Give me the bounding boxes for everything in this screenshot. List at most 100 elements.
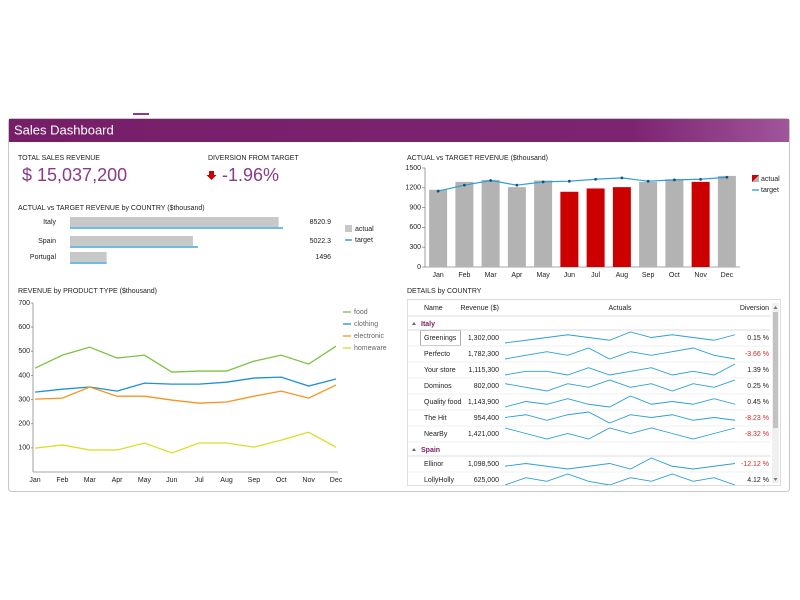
value-label: 8520.9 <box>310 219 332 226</box>
legend-label: actual <box>761 176 780 183</box>
column-header: Actuals <box>609 305 632 312</box>
cell-revenue: 1,098,500 <box>468 461 499 468</box>
header-bar <box>9 119 789 142</box>
bar <box>534 180 553 267</box>
sparkline <box>504 427 736 440</box>
y-tick-label: 200 <box>18 421 30 428</box>
category-label: Portugal <box>30 254 57 261</box>
legend-label: homeware <box>354 345 387 352</box>
kpi-label: TOTAL SALES REVENUE <box>18 155 100 162</box>
x-tick-label: Feb <box>56 477 68 484</box>
x-tick-label: May <box>138 477 152 484</box>
target-point <box>725 175 729 179</box>
series-line <box>34 376 337 393</box>
cell-diversion: -8.23 % <box>745 415 769 422</box>
category-label: Italy <box>43 219 56 226</box>
legend-label: clothing <box>354 321 378 328</box>
bar <box>717 175 736 267</box>
table-body: Italy Greenings 1,302,000 0.15 % Perfecto 1,7… <box>408 321 770 485</box>
sparkline <box>504 379 736 392</box>
chart-title: ACTUAL vs TARGET REVENUE by COUNTRY ($th… <box>18 205 205 212</box>
y-tick-label: 900 <box>409 204 421 211</box>
sparkline <box>504 411 736 424</box>
bar <box>70 217 279 227</box>
x-tick-label: Jul <box>591 272 600 279</box>
y-tick-label: 300 <box>409 244 421 251</box>
y-tick-label: 700 <box>18 300 30 307</box>
cell-diversion: 0.25 % <box>747 383 769 390</box>
bar <box>507 187 526 267</box>
legend-swatch <box>752 175 759 182</box>
cell-diversion: 4.12 % <box>747 477 769 484</box>
x-tick-label: Dec <box>330 477 343 484</box>
y-tick-label: 300 <box>18 396 30 403</box>
x-tick-label: Jul <box>195 477 204 484</box>
target-point <box>646 179 650 183</box>
x-tick-label: Mar <box>485 272 498 279</box>
y-tick-label: 0 <box>417 264 421 271</box>
cell-name: The Hit <box>424 415 447 422</box>
chart-title: REVENUE by PRODUCT TYPE ($thousand) <box>18 288 157 295</box>
cell-name: Dominos <box>424 383 452 390</box>
target-point <box>462 183 466 187</box>
sparkline <box>504 347 736 360</box>
group-label: Italy <box>421 321 435 328</box>
x-tick-label: Nov <box>302 477 315 484</box>
series-line <box>34 345 337 373</box>
cell-name: Quality food <box>424 399 461 406</box>
cell-name: NearBy <box>424 431 448 438</box>
bar <box>70 252 107 262</box>
value-label: 1496 <box>315 254 331 261</box>
category-label: Spain <box>38 238 56 245</box>
cell-revenue: 1,782,300 <box>468 351 499 358</box>
header-title: Sales Dashboard <box>14 122 114 137</box>
cell-diversion: 0.45 % <box>747 399 769 406</box>
cell-revenue: 1,302,000 <box>468 335 499 342</box>
target-line <box>437 176 727 192</box>
x-tick-label: May <box>537 272 551 279</box>
legend-label: electronic <box>354 333 384 340</box>
x-tick-label: Jan <box>29 477 40 484</box>
down-arrow-icon <box>206 171 217 180</box>
bar <box>639 181 658 267</box>
x-tick-label: Mar <box>84 477 97 484</box>
bar <box>481 179 500 267</box>
column-header: Revenue ($) <box>460 305 499 312</box>
cell-name: LollyHolly <box>424 477 454 484</box>
x-tick-label: Sep <box>248 477 261 484</box>
legend-label: target <box>355 237 373 244</box>
y-tick-label: 100 <box>18 445 30 452</box>
target-point <box>489 179 493 182</box>
bar <box>70 236 193 246</box>
scrollbar-thumb[interactable] <box>773 312 778 428</box>
kpi-label: DIVERSION FROM TARGET <box>208 155 299 162</box>
x-tick-label: Feb <box>458 272 470 279</box>
x-tick-label: Dec <box>721 272 734 279</box>
expand-icon <box>412 448 416 451</box>
table-title: DETAILS by COUNTRY <box>407 288 482 295</box>
bar <box>455 181 474 267</box>
kpi-value: -1.96% <box>222 165 279 185</box>
chart-title: ACTUAL vs TARGET REVENUE ($thousand) <box>407 155 548 162</box>
cell-revenue: 1,143,900 <box>468 399 499 406</box>
target-point <box>620 176 624 180</box>
cell-name: Your store <box>424 367 456 374</box>
sparkline <box>504 457 736 470</box>
cell-diversion: 0.15 % <box>747 335 769 342</box>
legend-label: target <box>761 187 779 194</box>
expand-icon <box>412 322 416 325</box>
sparkline <box>504 331 736 344</box>
target-point <box>594 177 598 181</box>
x-tick-label: Nov <box>694 272 707 279</box>
target-point <box>567 179 571 183</box>
cell-revenue: 954,400 <box>474 415 499 422</box>
x-tick-label: Jun <box>166 477 177 484</box>
y-tick-label: 400 <box>18 372 30 379</box>
kpi-value: $ 15,037,200 <box>22 165 127 185</box>
target-point <box>436 189 440 193</box>
column-header: Diversion <box>740 305 769 312</box>
x-tick-label: Aug <box>616 272 629 279</box>
value-label: 5022.3 <box>310 238 332 245</box>
cell-diversion: -12.12 % <box>741 461 769 468</box>
